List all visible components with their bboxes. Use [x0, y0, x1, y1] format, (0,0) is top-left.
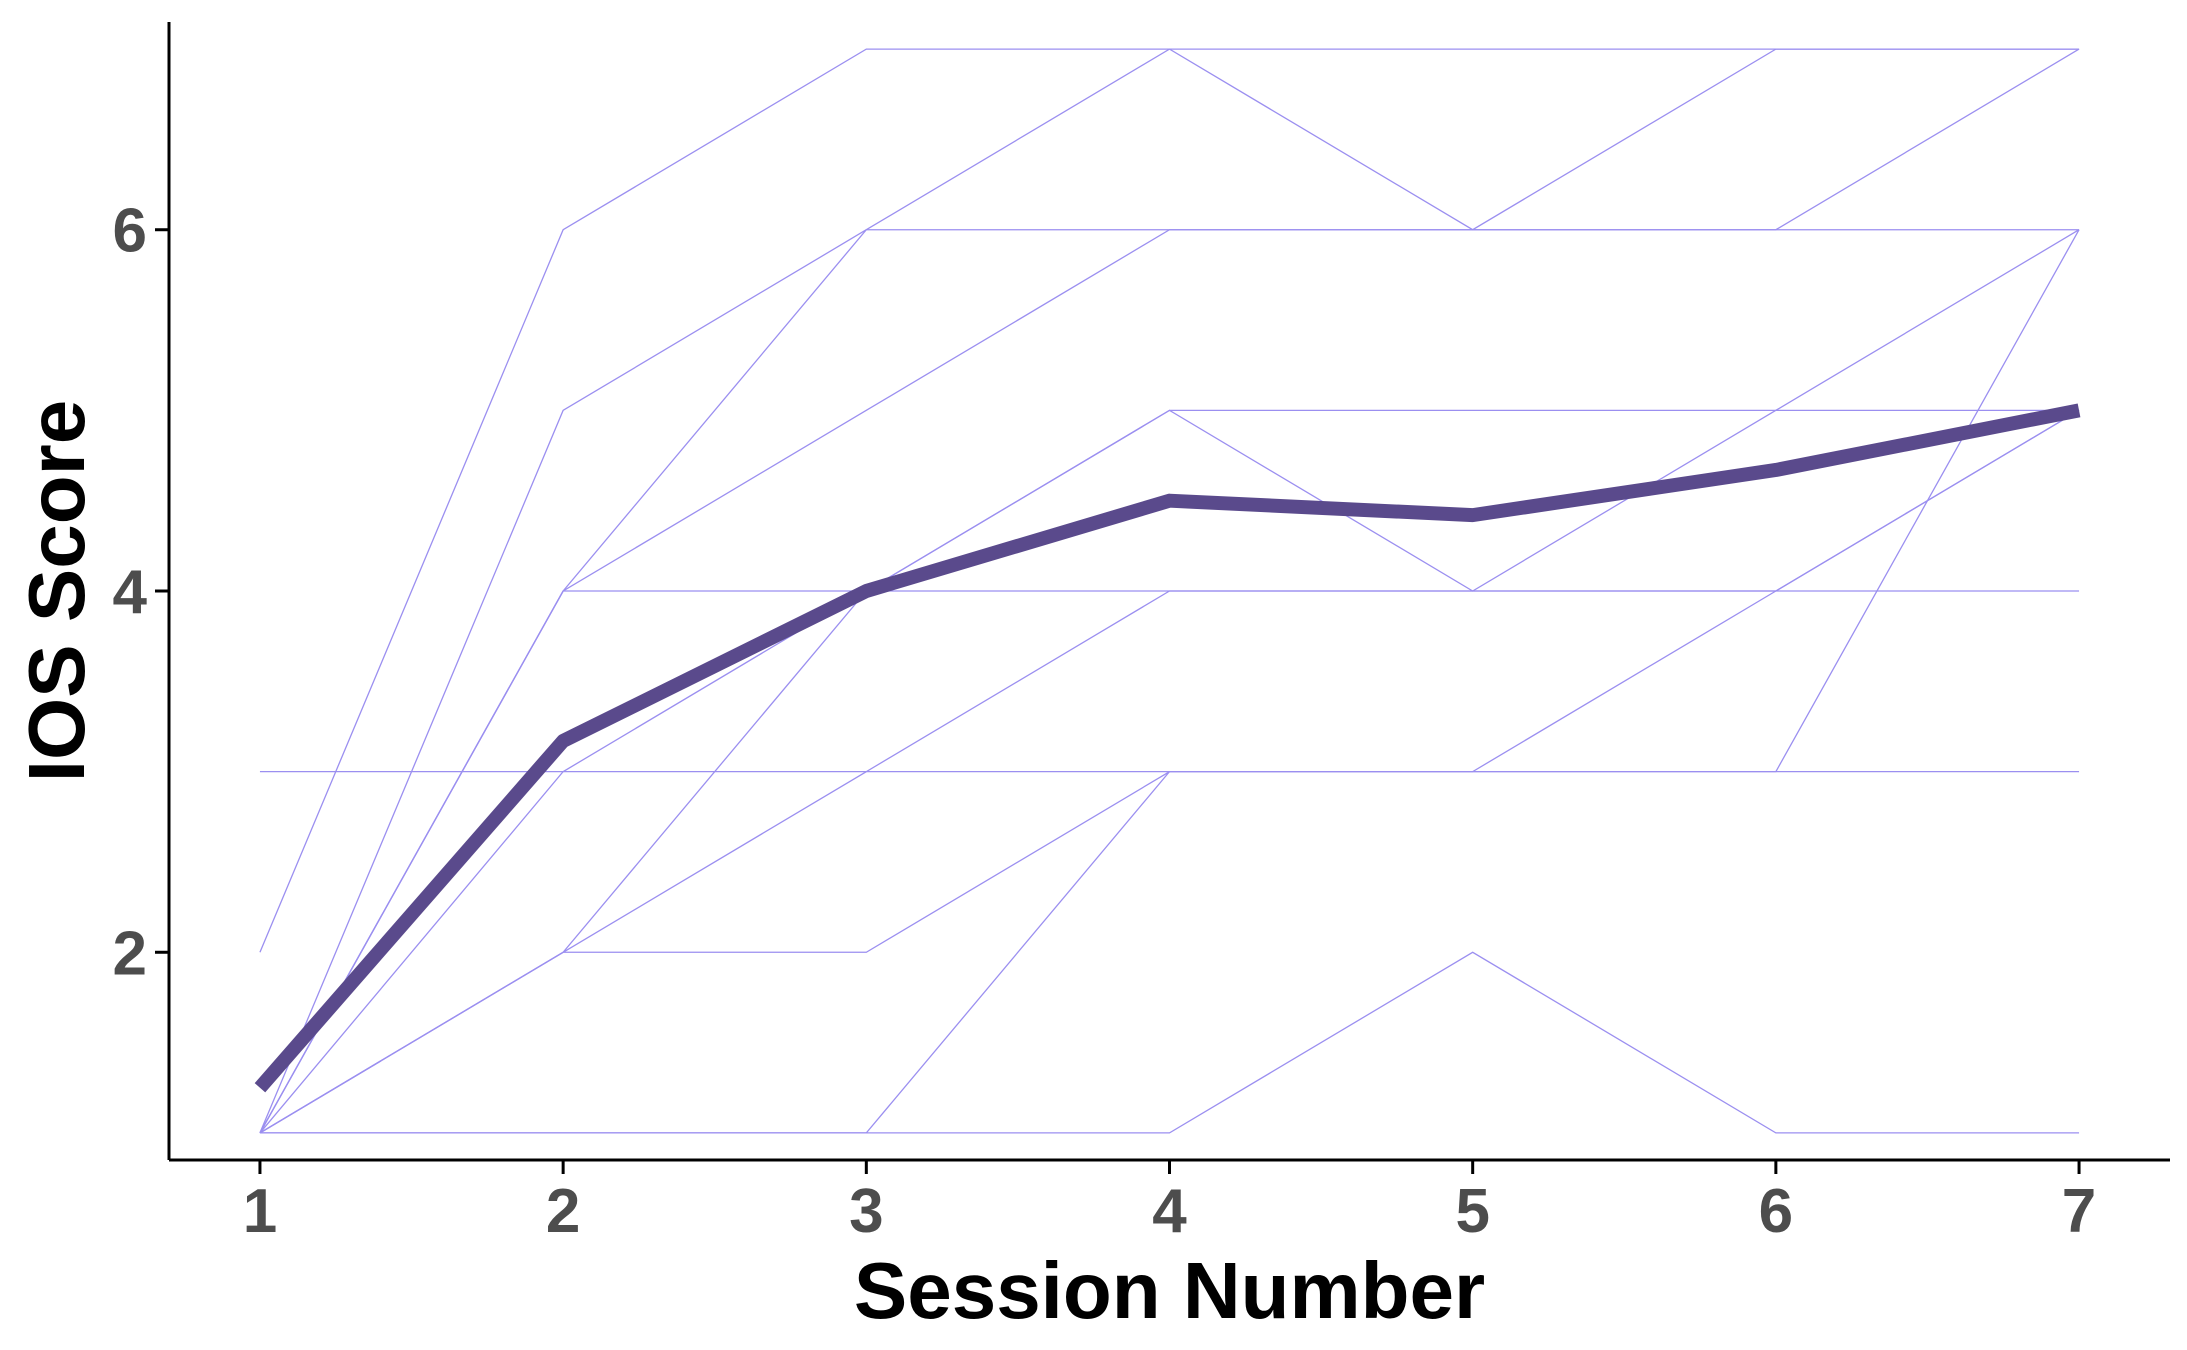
individual-lines [259, 48, 2080, 1134]
x-tick-label: 5 [1455, 1177, 1489, 1246]
mean-line [254, 403, 2081, 1093]
individual-line-4 [259, 229, 2080, 1134]
y-tick-label: 6 [113, 197, 147, 266]
x-tick-label: 3 [849, 1177, 883, 1246]
individual-line-2 [259, 48, 2080, 1134]
individual-line-6 [259, 229, 2080, 1134]
individual-line-11 [259, 951, 2080, 1134]
individual-line-7 [259, 590, 2080, 773]
x-axis-title: Session Number [854, 1246, 1485, 1335]
y-tick-label: 4 [113, 558, 148, 627]
x-tick-label: 6 [1759, 1177, 1793, 1246]
x-tick-label: 1 [243, 1177, 277, 1246]
x-tick-label: 4 [1152, 1177, 1187, 1246]
x-tick-label: 2 [546, 1177, 580, 1246]
individual-line-12 [259, 770, 2080, 1134]
x-tick-label: 7 [2062, 1177, 2096, 1246]
x-axis-ticks: 1 2 3 4 5 6 7 [243, 1160, 2096, 1246]
y-axis-ticks: 2 4 6 [113, 197, 169, 988]
individual-line-10 [259, 229, 2080, 1134]
y-tick-label: 2 [113, 919, 147, 988]
y-axis-title: IOS Score [12, 400, 101, 782]
mean-line-group [254, 403, 2081, 1093]
